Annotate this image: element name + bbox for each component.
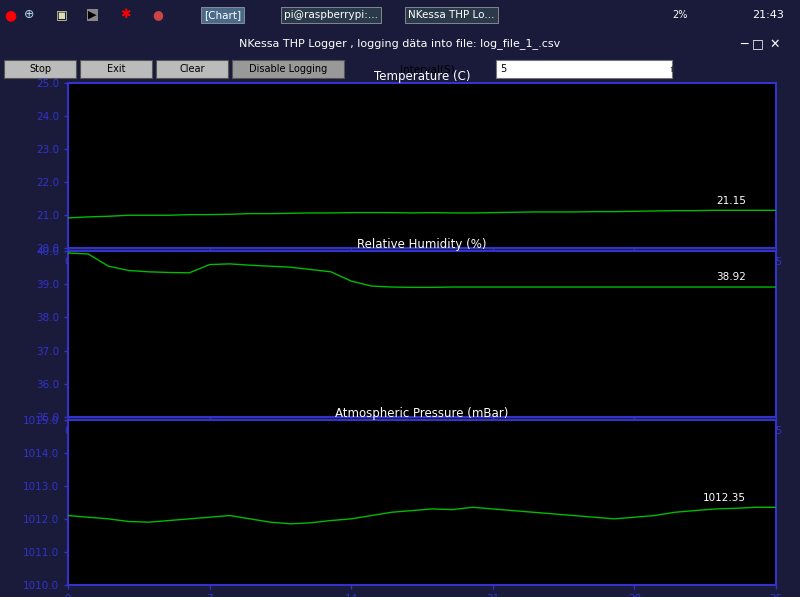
Text: ✱: ✱ — [120, 8, 130, 21]
Text: NKessa THP Logger , logging däta into file: log_file_1_.csv: NKessa THP Logger , logging däta into fi… — [239, 39, 561, 50]
Text: Exit: Exit — [106, 64, 126, 74]
Text: 1012.35: 1012.35 — [702, 493, 746, 503]
Text: Stop: Stop — [29, 64, 51, 74]
Text: ⊕: ⊕ — [24, 8, 34, 21]
Text: Clear: Clear — [179, 64, 205, 74]
Text: ─: ─ — [741, 38, 748, 51]
Text: □: □ — [752, 38, 764, 51]
Text: Interval(S): Interval(S) — [400, 64, 454, 74]
Bar — [156, 60, 228, 78]
Text: ✕: ✕ — [770, 38, 780, 51]
Text: 21.15: 21.15 — [716, 196, 746, 206]
Title: Relative Humidity (%): Relative Humidity (%) — [358, 238, 486, 251]
Text: 38.92: 38.92 — [716, 272, 746, 282]
Text: ▣: ▣ — [56, 8, 68, 21]
Text: ⬆: ⬆ — [669, 64, 675, 73]
Text: 5: 5 — [500, 64, 506, 74]
Text: [Chart]: [Chart] — [204, 10, 241, 20]
Title: Temperature (C): Temperature (C) — [374, 70, 470, 83]
Text: ●: ● — [152, 8, 163, 21]
Text: 2%: 2% — [673, 10, 688, 20]
Bar — [80, 60, 152, 78]
Title: Atmospheric Pressure (mBar): Atmospheric Pressure (mBar) — [335, 407, 509, 420]
Text: 21:43: 21:43 — [752, 10, 784, 20]
Bar — [496, 60, 672, 78]
Text: pi@raspberrypi:...: pi@raspberrypi:... — [284, 10, 378, 20]
Bar — [232, 60, 344, 78]
Text: NKessa THP Lo...: NKessa THP Lo... — [408, 10, 494, 20]
Text: ●: ● — [4, 8, 16, 22]
Text: ▶: ▶ — [88, 10, 97, 20]
Text: Disable Logging: Disable Logging — [249, 64, 327, 74]
Bar — [4, 60, 76, 78]
